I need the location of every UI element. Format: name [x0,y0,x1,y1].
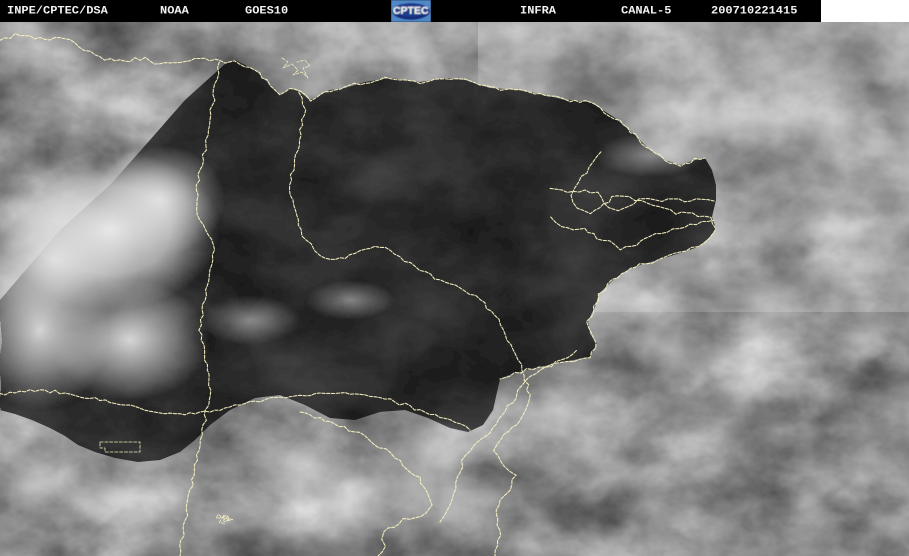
svg-text:CPTEC: CPTEC [393,5,429,17]
